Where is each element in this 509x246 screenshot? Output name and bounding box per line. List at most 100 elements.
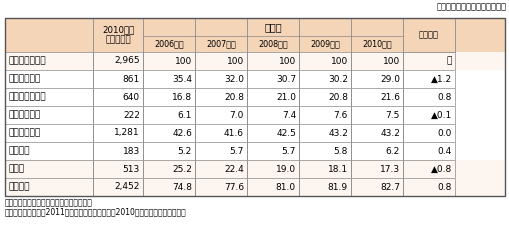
Bar xyxy=(5,160,504,178)
Bar xyxy=(194,142,246,160)
Text: 2009年度: 2009年度 xyxy=(309,40,339,48)
Bar xyxy=(350,142,402,160)
Text: 資料：経済産業省「2011年外資系企業動向調査（2010年度実績）」から作成。: 資料：経済産業省「2011年外資系企業動向調査（2010年度実績）」から作成。 xyxy=(5,207,186,216)
Text: 16.8: 16.8 xyxy=(172,92,191,102)
Text: ▲1.2: ▲1.2 xyxy=(430,75,451,83)
Bar xyxy=(246,142,298,160)
Bar xyxy=(298,178,350,196)
Text: 30.2: 30.2 xyxy=(327,75,347,83)
Bar xyxy=(350,160,402,178)
Bar xyxy=(5,160,93,178)
Text: 81.9: 81.9 xyxy=(327,183,347,191)
Bar xyxy=(298,124,350,142)
Text: 100: 100 xyxy=(382,57,399,65)
Bar xyxy=(402,106,454,124)
Text: 183: 183 xyxy=(123,147,140,155)
Text: 35.4: 35.4 xyxy=(172,75,191,83)
Bar xyxy=(5,70,93,88)
Bar xyxy=(246,52,298,70)
Bar xyxy=(298,142,350,160)
Text: 640: 640 xyxy=(123,92,140,102)
Text: 備考：金融・保険業及び不動産業を除く。: 備考：金融・保険業及び不動産業を除く。 xyxy=(5,198,93,207)
Text: 222: 222 xyxy=(123,110,140,120)
Text: 22.4: 22.4 xyxy=(224,165,243,173)
Bar xyxy=(143,106,194,124)
Text: 5.7: 5.7 xyxy=(281,147,295,155)
Text: 2,452: 2,452 xyxy=(115,183,140,191)
Bar xyxy=(298,88,350,106)
Bar xyxy=(93,142,143,160)
Bar xyxy=(194,70,246,88)
Bar xyxy=(5,18,504,196)
Text: 41.6: 41.6 xyxy=(223,128,243,138)
Bar xyxy=(143,142,194,160)
Text: 前年度差: 前年度差 xyxy=(418,31,438,40)
Text: 0.8: 0.8 xyxy=(437,92,451,102)
Bar xyxy=(5,124,504,142)
Text: 1,281: 1,281 xyxy=(114,128,140,138)
Bar xyxy=(5,178,504,196)
Text: 7.6: 7.6 xyxy=(333,110,347,120)
Text: 21.6: 21.6 xyxy=(379,92,399,102)
Text: 6.1: 6.1 xyxy=(177,110,191,120)
Bar xyxy=(350,70,402,88)
Text: 2010年度
集計企業数: 2010年度 集計企業数 xyxy=(102,25,134,45)
Bar xyxy=(298,70,350,88)
Text: 32.0: 32.0 xyxy=(223,75,243,83)
Bar xyxy=(5,142,504,160)
Text: 100: 100 xyxy=(227,57,243,65)
Bar xyxy=(143,88,194,106)
Text: 世界計／全産業: 世界計／全産業 xyxy=(9,57,46,65)
Text: 43.2: 43.2 xyxy=(379,128,399,138)
Bar xyxy=(350,88,402,106)
Bar xyxy=(298,160,350,178)
Bar xyxy=(246,88,298,106)
Text: 82.7: 82.7 xyxy=(379,183,399,191)
Text: 製造業: 製造業 xyxy=(9,165,25,173)
Bar xyxy=(5,142,93,160)
Bar xyxy=(93,124,143,142)
Bar xyxy=(5,18,504,52)
Text: 42.5: 42.5 xyxy=(275,128,295,138)
Text: 25.2: 25.2 xyxy=(172,165,191,173)
Text: 21.0: 21.0 xyxy=(275,92,295,102)
Bar xyxy=(298,52,350,70)
Text: 欧州系企業: 欧州系企業 xyxy=(9,128,41,138)
Bar xyxy=(5,106,93,124)
Text: 100: 100 xyxy=(330,57,347,65)
Bar xyxy=(93,18,143,52)
Text: 米国系企業: 米国系企業 xyxy=(9,75,41,83)
Bar xyxy=(143,178,194,196)
Bar xyxy=(5,178,93,196)
Text: ▲0.8: ▲0.8 xyxy=(430,165,451,173)
Text: －: － xyxy=(446,57,451,65)
Text: 0.0: 0.0 xyxy=(437,128,451,138)
Text: 2006年度: 2006年度 xyxy=(154,40,183,48)
Text: 18.1: 18.1 xyxy=(327,165,347,173)
Bar xyxy=(402,52,454,70)
Text: 42.6: 42.6 xyxy=(172,128,191,138)
Bar xyxy=(194,178,246,196)
Text: うち中国: うち中国 xyxy=(9,110,41,120)
Text: 5.8: 5.8 xyxy=(333,147,347,155)
Bar xyxy=(246,178,298,196)
Bar xyxy=(143,124,194,142)
Bar xyxy=(298,106,350,124)
Text: 20.8: 20.8 xyxy=(223,92,243,102)
Bar xyxy=(194,124,246,142)
Bar xyxy=(93,70,143,88)
Text: 513: 513 xyxy=(123,165,140,173)
Text: 20.8: 20.8 xyxy=(327,92,347,102)
Text: 0.8: 0.8 xyxy=(437,183,451,191)
Bar xyxy=(5,70,504,88)
Text: 861: 861 xyxy=(123,75,140,83)
Bar xyxy=(402,124,454,142)
Bar xyxy=(350,106,402,124)
Text: 77.6: 77.6 xyxy=(223,183,243,191)
Bar xyxy=(143,70,194,88)
Bar xyxy=(5,52,93,70)
Bar xyxy=(246,70,298,88)
Bar xyxy=(402,18,454,52)
Text: アジア系企業: アジア系企業 xyxy=(9,92,46,102)
Text: （単位：社、％、％ポイント）: （単位：社、％、％ポイント） xyxy=(436,2,506,11)
